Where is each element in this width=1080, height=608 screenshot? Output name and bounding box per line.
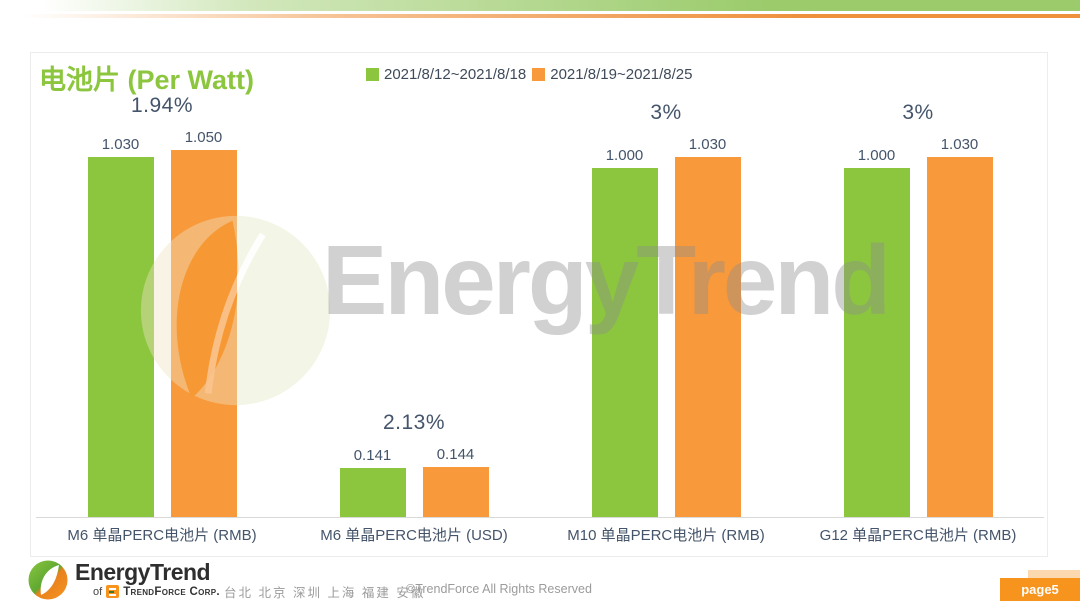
- change-percent-label: 3%: [650, 101, 682, 124]
- bar-prev-week: [591, 168, 658, 517]
- bar-with-label: 1.030: [926, 136, 993, 517]
- top-green-band: [42, 0, 1080, 11]
- footer-brand-block: EnergyTrend of TrendForce Corp.: [75, 560, 220, 598]
- legend-label-curr-week: 2021/8/19~2021/8/25: [550, 66, 693, 83]
- footer-locations: 台北 北京 深圳 上海 福建 安徽: [224, 586, 426, 600]
- category-label: M6 单晶PERC电池片 (RMB): [67, 527, 257, 544]
- footer-of-label: of: [93, 585, 103, 598]
- footer-brand-sub: of TrendForce Corp.: [93, 585, 220, 598]
- bar-curr-week: [170, 150, 237, 517]
- legend-label-prev-week: 2021/8/12~2021/8/18: [384, 66, 527, 83]
- change-percent-label: 3%: [902, 101, 934, 124]
- bar-value-label: 0.144: [436, 446, 475, 463]
- page-badge-accent: [1028, 570, 1080, 578]
- energytrend-logo-icon: [28, 560, 68, 600]
- bar-with-label: 1.000: [843, 147, 910, 517]
- legend-item-curr-week: 2021/8/19~2021/8/25: [532, 66, 692, 83]
- chart-card: 电池片 (Per Watt) 2021/8/12~2021/8/18 2021/…: [30, 52, 1048, 557]
- chart-legend: 2021/8/12~2021/8/18 2021/8/19~2021/8/25: [366, 66, 692, 83]
- bar-with-label: 0.144: [422, 446, 489, 517]
- bar-with-label: 1.030: [87, 136, 154, 517]
- bar-curr-week: [422, 467, 489, 517]
- page-title: 电池片 (Per Watt): [39, 65, 254, 95]
- bar-curr-week: [926, 157, 993, 517]
- bar-value-label: 1.000: [857, 147, 896, 164]
- footer-brand-name: EnergyTrend: [75, 559, 211, 585]
- footer-corp-label: TrendForce Corp.: [123, 585, 220, 598]
- bar-value-label: 1.050: [184, 129, 223, 146]
- bar-with-label: 0.141: [339, 447, 406, 517]
- chart-group: 1.94% 1.030 1.050: [36, 94, 288, 517]
- bar-prev-week: [87, 157, 154, 517]
- bar-value-label: 1.030: [940, 136, 979, 153]
- footer-copyright: ©TrendForce All Rights Reserved: [406, 582, 592, 596]
- bar-with-label: 1.050: [170, 129, 237, 517]
- category-label: G12 单晶PERC电池片 (RMB): [819, 527, 1017, 544]
- category-label: M10 单晶PERC电池片 (RMB): [567, 527, 765, 544]
- bar-with-label: 1.000: [591, 147, 658, 517]
- bar-value-label: 1.000: [605, 147, 644, 164]
- legend-swatch-orange: [532, 68, 546, 81]
- chart-category-row: M6 单晶PERC电池片 (RMB) M6 单晶PERC电池片 (USD) M10 …: [36, 524, 1044, 545]
- change-percent-label: 1.94%: [130, 94, 194, 117]
- bar-prev-week: [843, 168, 910, 517]
- bar-with-label: 1.030: [674, 136, 741, 517]
- chart-group: 3% 1.000 1.030: [540, 98, 792, 517]
- trendforce-icon: [106, 585, 120, 598]
- bar-value-label: 0.141: [353, 447, 392, 464]
- chart-group: 3% 1.000 1.030: [792, 98, 1044, 517]
- chart-plot: 1.94% 1.030 1.050 2.13% 0.141 0.144 3% 1.000 1.0…: [36, 94, 1044, 518]
- bar-value-label: 1.030: [101, 136, 140, 153]
- top-orange-band: [22, 14, 1080, 18]
- category-label: M6 单晶PERC电池片 (USD): [320, 527, 508, 544]
- bar-prev-week: [339, 468, 406, 517]
- bar-value-label: 1.030: [688, 136, 727, 153]
- bar-curr-week: [674, 157, 741, 517]
- legend-item-prev-week: 2021/8/12~2021/8/18: [366, 66, 526, 83]
- chart-group: 2.13% 0.141 0.144: [288, 98, 540, 517]
- footer-logo: EnergyTrend of TrendForce Corp.: [28, 560, 220, 600]
- page-number-badge: page5: [1000, 578, 1080, 601]
- legend-swatch-green: [366, 68, 379, 81]
- change-percent-label: 2.13%: [382, 411, 446, 434]
